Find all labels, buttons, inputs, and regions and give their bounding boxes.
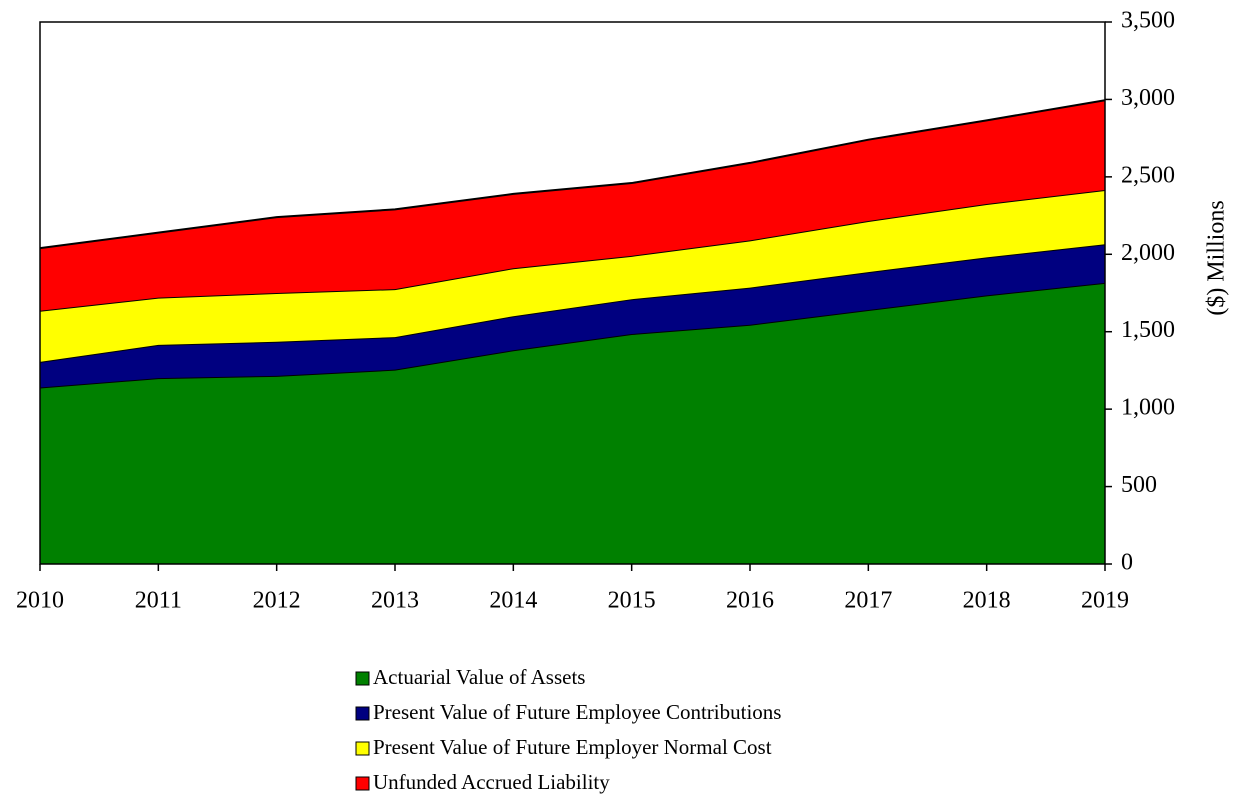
x-tick-label: 2016 [726,588,774,614]
x-tick-label: 2013 [371,588,419,614]
legend-swatch [355,671,370,686]
y-tick-label: 3,000 [1121,85,1175,111]
y-tick-label: 2,500 [1121,162,1175,188]
legend-label: Present Value of Future Employer Normal … [373,735,772,759]
x-tick-label: 2014 [489,588,537,614]
area-edge [39,99,1106,250]
x-tick-label: 2011 [135,588,182,614]
y-tick-label: 3,500 [1121,8,1175,34]
area [40,100,1105,311]
x-tick-label: 2017 [844,588,892,614]
x-tick-label: 2015 [608,588,656,614]
y-tick-label: 1,500 [1121,317,1175,343]
area [40,190,1105,362]
x-tick-label: 2010 [16,588,64,614]
legend-label: Present Value of Future Employee Contrib… [373,700,781,724]
y-tick-label: 1,000 [1121,395,1175,421]
y-axis-label: ($) Millions [1204,200,1230,315]
x-tick-label: 2019 [1081,588,1129,614]
area [40,282,1105,564]
legend-label: Unfunded Accrued Liability [373,770,610,794]
y-tick-label: 500 [1121,472,1157,498]
y-tick-label: 2,000 [1121,240,1175,266]
x-tick-label: 2018 [963,588,1011,614]
plot-frame [39,21,1106,565]
area [40,244,1105,388]
x-tick-label: 2012 [253,588,301,614]
legend-swatch [355,776,370,791]
legend-swatch [355,741,370,756]
legend-label: Actuarial Value of Assets [373,665,585,689]
y-tick-label: 0 [1121,550,1133,576]
legend-swatch [355,706,370,721]
